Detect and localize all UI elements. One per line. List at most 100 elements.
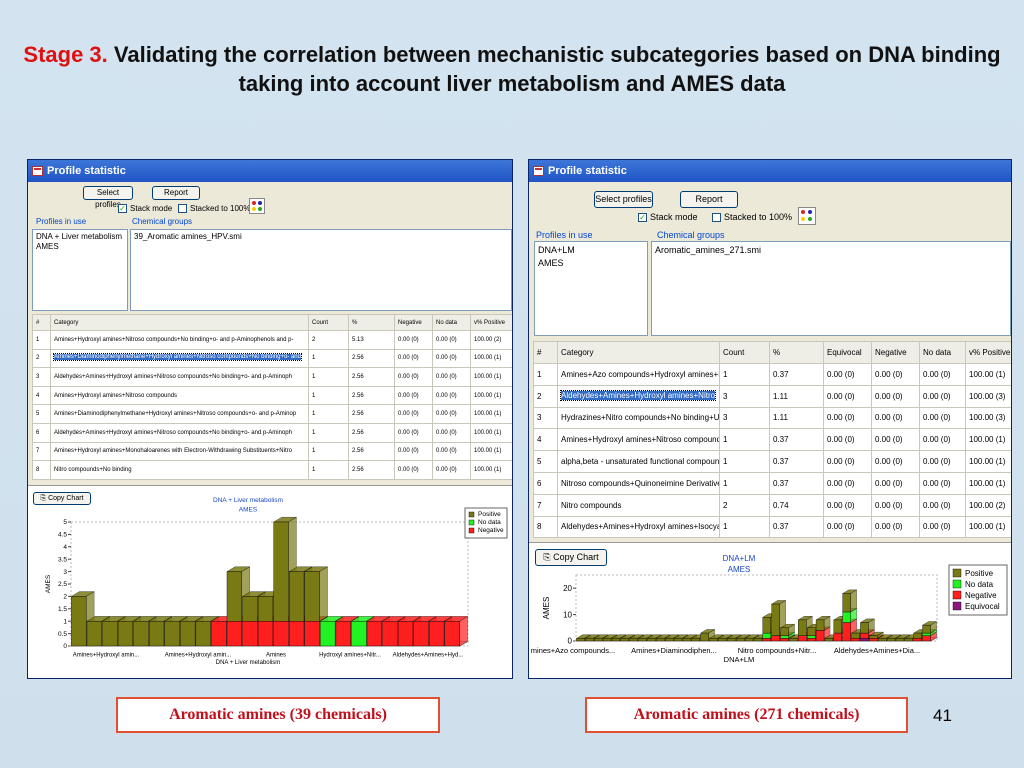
palette-icon[interactable] bbox=[249, 198, 265, 214]
column-header[interactable]: v% Positive bbox=[965, 341, 1011, 364]
stack-mode-checkbox[interactable]: ✓ Stack mode bbox=[118, 204, 172, 213]
value-cell: 0.00 (0) bbox=[823, 493, 872, 517]
column-header[interactable]: Count bbox=[308, 314, 349, 331]
table-row[interactable]: 5 alpha,beta - unsaturated functional com… bbox=[533, 450, 1011, 473]
bar-segment-positive bbox=[682, 638, 692, 642]
column-header[interactable]: v% Positive bbox=[470, 314, 512, 331]
select-profiles-button[interactable]: Select profiles bbox=[83, 186, 133, 209]
value-cell: 2 bbox=[719, 493, 770, 517]
value-cell: 0.00 (0) bbox=[871, 493, 920, 517]
row-number: 6 bbox=[533, 471, 558, 495]
table-row[interactable]: 2 Aldehydes+Amines+Hydroxyl amines+Nitro 3… bbox=[533, 384, 1011, 408]
table-row[interactable]: 5 Amines+Diaminodiphenylmethane+Hydroxyl … bbox=[32, 404, 512, 424]
table-row[interactable]: 1 Amines+Hydroxyl amines+Nitroso compound… bbox=[32, 330, 512, 350]
bar-segment-negative bbox=[869, 638, 878, 642]
column-header[interactable]: % bbox=[769, 341, 824, 364]
chemical-groups-list[interactable]: Aromatic_amines_271.smi bbox=[651, 241, 1011, 336]
column-header[interactable]: % bbox=[348, 314, 395, 331]
chemical-groups-label: Chemical groups bbox=[657, 230, 725, 240]
list-item[interactable]: AMES bbox=[538, 258, 564, 268]
table-row[interactable]: 4 Amines+Hydroxyl amines+Nitroso compound… bbox=[533, 428, 1011, 452]
profiles-list[interactable]: DNA + Liver metabolism AMES bbox=[32, 229, 128, 311]
row-number: 8 bbox=[32, 460, 51, 480]
column-header[interactable]: Category bbox=[50, 314, 309, 331]
category-cell: alpha,beta - unsaturated functional comp… bbox=[557, 450, 720, 473]
category-table: # Category Count% Negative No data v% Positiv… bbox=[32, 314, 512, 480]
value-cell: 100.00 (2) bbox=[470, 330, 512, 350]
profile-statistic-icon bbox=[32, 166, 43, 176]
table-row[interactable]: 7 Amines+Hydroxyl amines+Monohaloarenes w… bbox=[32, 441, 512, 462]
table-row[interactable]: 6 Nitroso compounds+Quinoneimine Derivati… bbox=[533, 471, 1011, 495]
stacked-100-checkbox[interactable]: Stacked to 100% bbox=[178, 204, 250, 213]
copy-chart-button[interactable]: ⎘ Copy Chart bbox=[535, 549, 607, 566]
stack-mode-checkbox[interactable]: ✓ Stack mode bbox=[638, 212, 698, 222]
table-row[interactable]: 6 Aldehydes+Amines+Hydroxyl amines+Nitros… bbox=[32, 422, 512, 443]
profiles-list[interactable]: DNA+LM AMES bbox=[534, 241, 648, 336]
legend-swatch bbox=[468, 511, 475, 518]
value-cell: 0.00 (0) bbox=[823, 515, 872, 539]
value-cell: 0.00 (0) bbox=[432, 441, 471, 462]
report-button[interactable]: Report bbox=[680, 191, 738, 208]
table-row[interactable]: 1 Amines+Azo compounds+Hydroxyl amines+N 1… bbox=[533, 363, 1011, 386]
column-header[interactable]: Negative bbox=[871, 341, 920, 364]
table-row[interactable]: 3 Hydrazines+Nitro compounds+No binding+U… bbox=[533, 406, 1011, 430]
bar-segment-no-data bbox=[762, 632, 772, 639]
bar-segment-negative bbox=[211, 620, 227, 647]
bar-segment-positive bbox=[673, 638, 683, 642]
bar-segment-positive bbox=[709, 638, 718, 642]
list-item[interactable]: 39_Aromatic amines_HPV.smi bbox=[134, 232, 242, 241]
value-cell: 0.00 (0) bbox=[823, 363, 872, 386]
x-tick-label: Nitro compounds+Nitr... bbox=[738, 646, 817, 655]
value-cell: 0.00 (0) bbox=[919, 471, 966, 495]
value-cell: 100.00 (1) bbox=[965, 515, 1011, 539]
column-header[interactable]: No data bbox=[919, 341, 966, 364]
select-profiles-button[interactable]: Select profiles bbox=[594, 191, 653, 208]
copy-chart-button[interactable]: ⎘ Copy Chart bbox=[33, 492, 91, 505]
table-row[interactable]: 8 Nitro compounds+No binding 1 2.56 0.00 (0)… bbox=[32, 460, 512, 480]
category-cell: Amines+Diaminodiphenylmethane+Hydroxyl a… bbox=[50, 404, 309, 424]
value-cell: 0.00 (0) bbox=[823, 450, 872, 473]
stacked-100-checkbox[interactable]: Stacked to 100% bbox=[712, 212, 792, 222]
bar-segment-positive bbox=[718, 638, 727, 642]
legend-label: Equivocal bbox=[965, 602, 1000, 611]
column-header[interactable]: # bbox=[32, 314, 51, 331]
bar-segment-negative bbox=[273, 620, 289, 647]
column-header[interactable]: Negative bbox=[394, 314, 433, 331]
column-header[interactable]: No data bbox=[432, 314, 471, 331]
value-cell: 0.37 bbox=[769, 428, 824, 452]
bar-segment-positive bbox=[913, 632, 922, 639]
value-cell: 1 bbox=[308, 441, 349, 462]
selected-category[interactable]: Amines+Diaminodiphenylmethane+Hydroxyl a… bbox=[53, 353, 302, 362]
palette-icon[interactable] bbox=[798, 207, 816, 225]
caption-271-chemicals: Aromatic amines (271 chemicals) bbox=[585, 697, 908, 733]
table-row[interactable]: 2 Amines+Diaminodiphenylmethane+Hydroxyl … bbox=[32, 348, 512, 369]
list-item[interactable]: AMES bbox=[36, 242, 59, 251]
selected-category[interactable]: Aldehydes+Amines+Hydroxyl amines+Nitro bbox=[559, 389, 717, 401]
table-row[interactable]: 8 Aldehydes+Amines+Hydroxyl amines+Isocya… bbox=[533, 515, 1011, 539]
column-header[interactable]: Equivocal bbox=[823, 341, 872, 364]
bar-segment-positive bbox=[102, 620, 118, 647]
column-header[interactable]: # bbox=[533, 341, 558, 364]
chemical-groups-list[interactable]: 39_Aromatic amines_HPV.smi bbox=[130, 229, 512, 311]
column-header[interactable]: Count bbox=[719, 341, 770, 364]
bar-segment-positive bbox=[647, 638, 656, 642]
bar-segment-positive bbox=[180, 620, 196, 647]
report-button[interactable]: Report bbox=[152, 186, 200, 200]
list-item[interactable]: DNA+LM bbox=[538, 245, 575, 255]
list-item[interactable]: Aromatic_amines_271.smi bbox=[655, 245, 762, 255]
value-cell: 0.00 (0) bbox=[871, 471, 920, 495]
bar-segment-positive bbox=[762, 617, 772, 634]
checkbox-box bbox=[712, 212, 721, 222]
list-item[interactable]: DNA + Liver metabolism bbox=[36, 232, 123, 241]
table-row[interactable]: 7 Nitro compounds 2 0.74 0.00 (0) 0.00 (0) 0.0… bbox=[533, 493, 1011, 517]
bar-segment-no-data bbox=[842, 611, 851, 623]
x-tick-label: Hydroxyl amines+Nitr... bbox=[319, 653, 381, 659]
checkbox-box bbox=[178, 204, 187, 213]
table-row[interactable]: 3 Aldehydes+Amines+Hydroxyl amines+Nitros… bbox=[32, 367, 512, 387]
table-row[interactable]: 4 Amines+Hydroxyl amines+Nitroso compound… bbox=[32, 385, 512, 406]
column-header[interactable]: Category bbox=[557, 341, 720, 364]
y-tick-label: 4 bbox=[63, 544, 67, 551]
bar-segment-no-data bbox=[922, 632, 931, 636]
bar-segment-negative bbox=[842, 622, 851, 642]
value-cell: 1 bbox=[308, 367, 349, 387]
